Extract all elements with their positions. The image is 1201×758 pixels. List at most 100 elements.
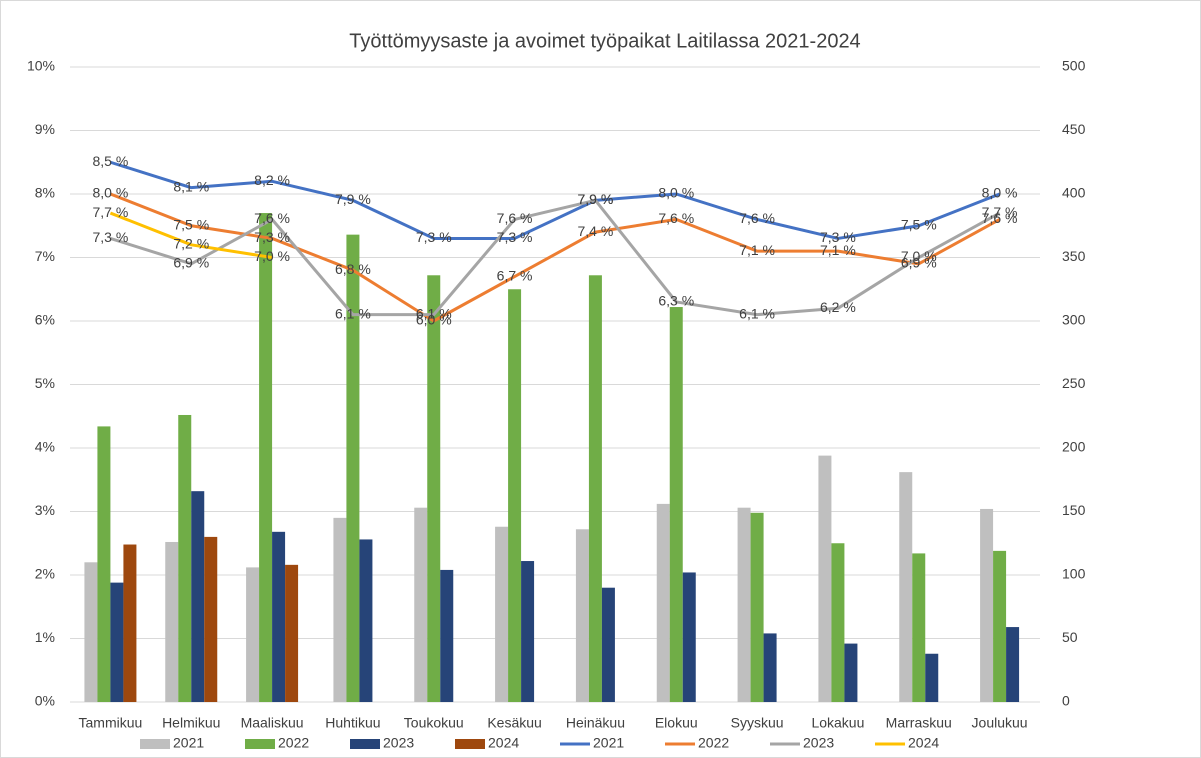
data-label: 7,3 % <box>93 229 129 245</box>
bar <box>440 569 454 702</box>
data-label: 8,0 % <box>658 185 694 201</box>
legend-swatch <box>350 739 380 749</box>
bar <box>359 539 373 702</box>
data-label: 6,2 % <box>820 299 856 315</box>
legend-label: 2024 <box>908 735 939 751</box>
data-label: 7,5 % <box>901 216 937 232</box>
y-tick-label: 6% <box>35 312 55 328</box>
x-tick-label: Huhtikuu <box>325 715 380 731</box>
bar <box>285 564 299 702</box>
x-tick-label: Syyskuu <box>731 715 784 731</box>
data-label: 8,5 % <box>93 153 129 169</box>
bar <box>272 531 286 702</box>
y2-tick-label: 400 <box>1062 185 1086 201</box>
y2-tick-label: 100 <box>1062 566 1086 582</box>
y-tick-label: 2% <box>35 566 55 582</box>
legend-swatch <box>245 739 275 749</box>
bar <box>178 414 192 702</box>
y-tick-label: 9% <box>35 121 55 137</box>
y2-tick-label: 500 <box>1062 58 1086 74</box>
bar <box>427 275 441 702</box>
data-label: 8,2 % <box>254 172 290 188</box>
x-tick-label: Heinäkuu <box>566 715 625 731</box>
bar <box>191 491 205 702</box>
legend-label: 2023 <box>383 735 414 751</box>
data-label: 7,7 % <box>93 204 129 220</box>
bar <box>682 572 696 702</box>
data-label: 7,0 % <box>254 248 290 264</box>
bar <box>601 587 615 702</box>
data-label: 7,9 % <box>335 191 371 207</box>
data-label: 8,0 % <box>93 185 129 201</box>
bar <box>980 508 994 702</box>
legend-swatch <box>140 739 170 749</box>
y-tick-label: 1% <box>35 629 55 645</box>
legend-label: 2021 <box>173 735 204 751</box>
bar <box>97 426 111 702</box>
y2-tick-label: 250 <box>1062 375 1086 391</box>
data-label: 7,9 % <box>578 191 614 207</box>
data-label: 7,4 % <box>578 223 614 239</box>
y2-tick-label: 450 <box>1062 121 1086 137</box>
bar <box>495 526 509 702</box>
data-label: 6,8 % <box>335 261 371 277</box>
data-label: 6,1 % <box>335 305 371 321</box>
bar <box>110 582 124 702</box>
y-tick-label: 4% <box>35 439 55 455</box>
legend-label: 2023 <box>803 735 834 751</box>
bar <box>123 544 137 702</box>
y-tick-label: 5% <box>35 375 55 391</box>
data-label: 7,6 % <box>658 210 694 226</box>
y2-tick-label: 150 <box>1062 502 1086 518</box>
data-label: 7,2 % <box>173 236 209 252</box>
bar <box>259 213 273 703</box>
line <box>109 192 1001 323</box>
bar <box>993 550 1007 702</box>
bar <box>246 567 260 702</box>
data-label: 6,9 % <box>901 255 937 271</box>
data-label: 7,6 % <box>739 210 775 226</box>
data-label: 7,6 % <box>254 210 290 226</box>
line <box>109 198 1001 317</box>
data-label: 7,7 % <box>982 204 1018 220</box>
bar <box>588 275 602 702</box>
bar <box>750 512 764 702</box>
data-label: 7,5 % <box>173 216 209 232</box>
x-tick-label: Kesäkuu <box>487 715 541 731</box>
y-tick-label: 7% <box>35 248 55 264</box>
bar <box>737 507 751 702</box>
bar <box>333 517 347 702</box>
x-tick-label: Maaliskuu <box>241 715 304 731</box>
x-tick-label: Elokuu <box>655 715 698 731</box>
data-label: 7,1 % <box>739 242 775 258</box>
bar <box>521 561 535 702</box>
y-tick-label: 10% <box>27 58 55 74</box>
legend-label: 2024 <box>488 735 519 751</box>
bar <box>204 536 218 702</box>
data-label: 6,0 % <box>416 312 452 328</box>
bar <box>656 503 670 702</box>
data-label: 6,9 % <box>173 255 209 271</box>
bar <box>912 553 926 702</box>
x-tick-label: Toukokuu <box>404 715 464 731</box>
y2-tick-label: 350 <box>1062 248 1086 264</box>
data-label: 6,1 % <box>416 305 452 321</box>
data-label: 6,1 % <box>739 305 775 321</box>
y2-tick-label: 200 <box>1062 439 1086 455</box>
bar <box>899 472 913 702</box>
legend-label: 2022 <box>698 735 729 751</box>
legend-swatch <box>455 739 485 749</box>
data-label: 7,6 % <box>497 210 533 226</box>
data-label: 6,7 % <box>497 267 533 283</box>
data-label: 7,1 % <box>820 242 856 258</box>
legend-label: 2021 <box>593 735 624 751</box>
bar <box>1006 627 1020 702</box>
x-tick-label: Helmikuu <box>162 715 220 731</box>
bar <box>508 289 522 702</box>
y2-tick-label: 300 <box>1062 312 1086 328</box>
y2-tick-label: 50 <box>1062 629 1078 645</box>
data-label: 7,3 % <box>254 229 290 245</box>
line <box>109 160 1001 240</box>
data-label: 8,0 % <box>982 185 1018 201</box>
bar <box>165 541 179 702</box>
